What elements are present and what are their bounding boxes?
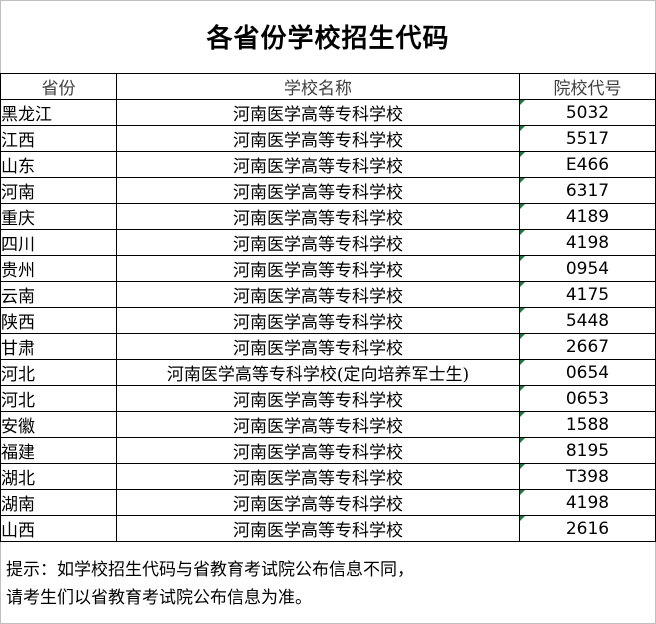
table-row: 山西 河南医学高等专科学校 2616	[0, 515, 656, 542]
school-code-cell: 4198	[519, 489, 656, 516]
table-row: 河南 河南医学高等专科学校 6317	[0, 177, 656, 204]
school-code-cell: T398	[519, 463, 656, 490]
school-code-cell: 0654	[519, 359, 656, 386]
province-cell: 贵州	[0, 255, 117, 282]
province-cell: 黑龙江	[0, 99, 117, 126]
school-code-cell: E466	[519, 151, 656, 178]
school-code-cell: 2667	[519, 333, 656, 360]
table-row: 安徽 河南医学高等专科学校 1588	[0, 411, 656, 438]
table-row: 福建 河南医学高等专科学校 8195	[0, 437, 656, 464]
school-name-cell: 河南医学高等专科学校	[116, 307, 520, 334]
school-code-cell: 4189	[519, 203, 656, 230]
school-code-cell: 1588	[519, 411, 656, 438]
notice-text: 提示：如学校招生代码与省教育考试院公布信息不同， 请考生们以省教育考试院公布信息…	[6, 556, 414, 612]
school-name-cell: 河南医学高等专科学校	[116, 281, 520, 308]
province-cell: 湖北	[0, 463, 117, 490]
school-name-cell: 河南医学高等专科学校(定向培养军士生)	[116, 359, 520, 386]
school-name-cell: 河南医学高等专科学校	[116, 203, 520, 230]
province-cell: 河南	[0, 177, 117, 204]
table-row: 陕西 河南医学高等专科学校 5448	[0, 307, 656, 334]
school-name-cell: 河南医学高等专科学校	[116, 437, 520, 464]
school-name-cell: 河南医学高等专科学校	[116, 125, 520, 152]
province-cell: 四川	[0, 229, 117, 256]
school-name-cell: 河南医学高等专科学校	[116, 515, 520, 542]
province-cell: 重庆	[0, 203, 117, 230]
page-title: 各省份学校招生代码	[206, 23, 450, 54]
table-row: 甘肃 河南医学高等专科学校 2667	[0, 333, 656, 360]
school-name-cell: 河南医学高等专科学校	[116, 177, 520, 204]
school-code-cell: 5032	[519, 99, 656, 126]
table-row: 黑龙江 河南医学高等专科学校 5032	[0, 99, 656, 126]
table-row: 贵州 河南医学高等专科学校 0954	[0, 255, 656, 282]
school-code-cell: 8195	[519, 437, 656, 464]
table-row: 云南 河南医学高等专科学校 4175	[0, 281, 656, 308]
admission-code-table: 省份 学校名称 院校代号 黑龙江 河南医学高等专科学校 5032 江西 河南医学高等专科…	[0, 73, 656, 542]
table-row: 江西 河南医学高等专科学校 5517	[0, 125, 656, 152]
province-cell: 山东	[0, 151, 117, 178]
school-code-cell: 0653	[519, 385, 656, 412]
province-cell: 云南	[0, 281, 117, 308]
notice-line-1: 提示：如学校招生代码与省教育考试院公布信息不同，	[6, 560, 414, 580]
school-name-cell: 河南医学高等专科学校	[116, 385, 520, 412]
school-name-cell: 河南医学高等专科学校	[116, 229, 520, 256]
school-code-cell: 0954	[519, 255, 656, 282]
province-cell: 河北	[0, 359, 117, 386]
table-row: 湖南 河南医学高等专科学校 4198	[0, 489, 656, 516]
school-code-cell: 4198	[519, 229, 656, 256]
notice-line-2: 请考生们以省教育考试院公布信息为准。	[6, 588, 312, 608]
school-name-cell: 河南医学高等专科学校	[116, 463, 520, 490]
school-name-cell: 河南医学高等专科学校	[116, 99, 520, 126]
province-cell: 福建	[0, 437, 117, 464]
province-cell: 陕西	[0, 307, 117, 334]
school-code-cell: 5448	[519, 307, 656, 334]
province-cell: 江西	[0, 125, 117, 152]
table-row: 河北 河南医学高等专科学校(定向培养军士生) 0654	[0, 359, 656, 386]
school-code-cell: 5517	[519, 125, 656, 152]
province-cell: 安徽	[0, 411, 117, 438]
school-code-cell: 6317	[519, 177, 656, 204]
column-header-province: 省份	[0, 73, 117, 100]
school-name-cell: 河南医学高等专科学校	[116, 255, 520, 282]
province-cell: 湖南	[0, 489, 117, 516]
column-header-code: 院校代号	[519, 73, 656, 100]
table-row: 四川 河南医学高等专科学校 4198	[0, 229, 656, 256]
province-cell: 山西	[0, 515, 117, 542]
school-code-cell: 4175	[519, 281, 656, 308]
table-row: 重庆 河南医学高等专科学校 4189	[0, 203, 656, 230]
school-name-cell: 河南医学高等专科学校	[116, 489, 520, 516]
table-row: 山东 河南医学高等专科学校 E466	[0, 151, 656, 178]
school-name-cell: 河南医学高等专科学校	[116, 333, 520, 360]
province-cell: 河北	[0, 385, 117, 412]
school-name-cell: 河南医学高等专科学校	[116, 411, 520, 438]
table-row: 河北 河南医学高等专科学校 0653	[0, 385, 656, 412]
province-cell: 甘肃	[0, 333, 117, 360]
table-row: 湖北 河南医学高等专科学校 T398	[0, 463, 656, 490]
table-header-row: 省份 学校名称 院校代号	[0, 73, 656, 100]
column-header-school: 学校名称	[116, 73, 520, 100]
school-name-cell: 河南医学高等专科学校	[116, 151, 520, 178]
school-code-cell: 2616	[519, 515, 656, 542]
